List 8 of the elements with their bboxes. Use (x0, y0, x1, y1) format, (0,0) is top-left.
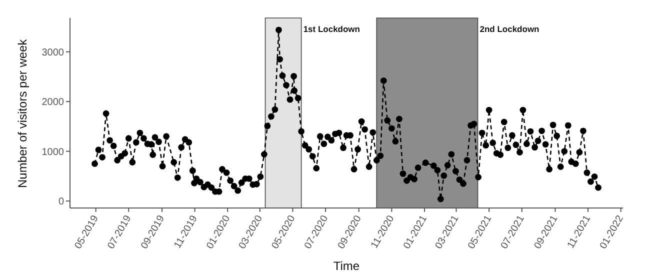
y-axis-title: Number of visitors per week (15, 38, 30, 188)
y-tick-label: 1000 (42, 146, 64, 158)
y-tick-label: 3000 (42, 47, 64, 58)
band-label: 1st Lockdown (303, 24, 360, 34)
y-tick-label: 2000 (42, 97, 64, 108)
band-label: 2nd Lockdown (480, 24, 540, 34)
y-tick-label: 0 (58, 196, 64, 208)
x-axis-title: Time (333, 259, 360, 273)
